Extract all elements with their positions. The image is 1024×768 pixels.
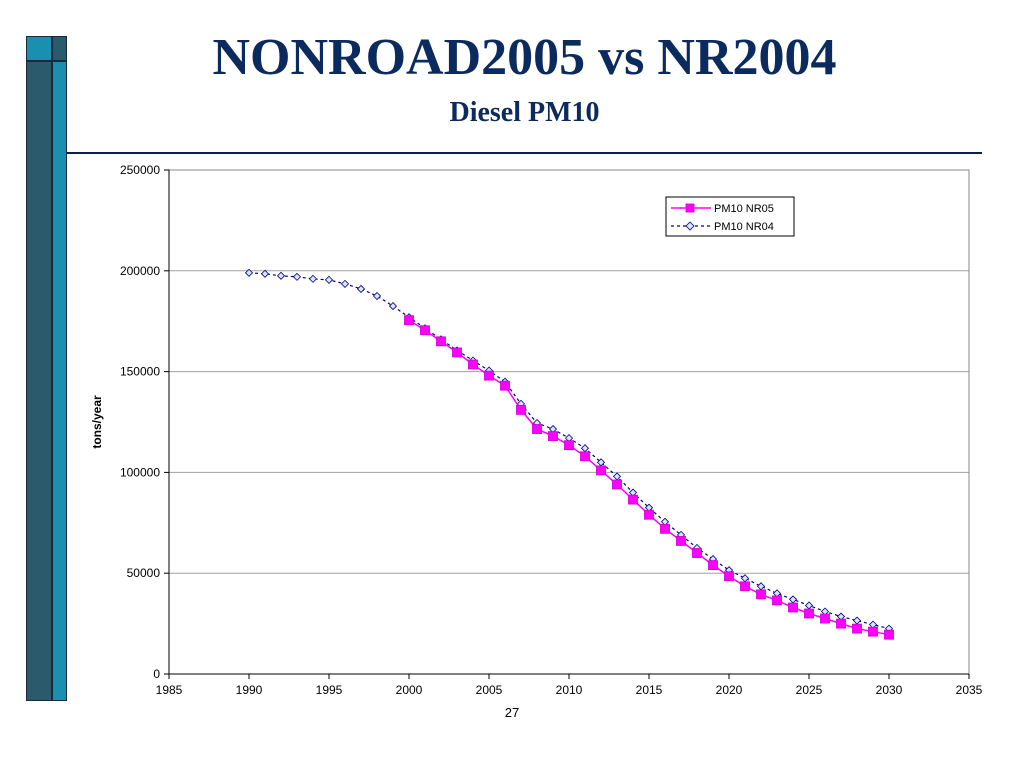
- data-point-nr04: [788, 595, 798, 604]
- title-divider: [67, 152, 982, 154]
- x-tick-label: 1985: [156, 683, 183, 697]
- x-tick-label: 2020: [716, 683, 743, 697]
- data-point-nr05: [404, 315, 414, 326]
- y-axis-label: tons/year: [90, 395, 104, 449]
- y-tick-label: 250000: [120, 163, 160, 177]
- legend-box: [665, 196, 795, 237]
- data-point-nr05: [724, 571, 734, 582]
- slide-title: NONROAD2005 vs NR2004: [212, 29, 837, 86]
- data-point-nr05: [868, 626, 878, 637]
- data-point-nr04: [804, 601, 814, 610]
- data-point-nr04: [740, 574, 750, 583]
- data-point-nr05: [692, 548, 702, 558]
- data-point-nr04: [276, 271, 286, 280]
- data-point-nr05: [420, 325, 430, 336]
- sidebar-accent-block-top-right: [52, 36, 67, 61]
- data-point-nr05: [708, 560, 718, 571]
- data-point-nr04: [308, 274, 318, 283]
- data-point-nr05: [820, 613, 830, 624]
- legend-marker-nr04: [685, 221, 695, 231]
- data-point-nr05: [436, 336, 446, 347]
- data-point-nr04: [388, 302, 398, 311]
- data-point-nr05: [804, 608, 814, 619]
- data-point-nr04: [292, 272, 302, 281]
- x-tick-label: 2000: [396, 683, 423, 697]
- plot-area-frame: [168, 169, 970, 675]
- sidebar-bar-dark: [26, 61, 52, 701]
- data-point-nr05: [580, 451, 590, 462]
- x-tick-label: 2005: [476, 683, 503, 697]
- series-line-nr05: [408, 319, 890, 636]
- data-point-nr05: [852, 623, 862, 634]
- chart-gridlines: [169, 270, 969, 574]
- y-tick-label: 50000: [127, 566, 161, 580]
- data-point-nr04: [324, 275, 334, 284]
- data-point-nr05: [660, 523, 670, 534]
- data-point-nr04: [580, 444, 590, 453]
- x-tick-label: 1990: [236, 683, 263, 697]
- data-point-nr05: [836, 618, 846, 629]
- page-number: 27: [504, 705, 520, 720]
- data-point-nr05: [452, 347, 462, 358]
- data-point-nr05: [628, 494, 638, 505]
- sidebar-bar-light: [52, 61, 67, 701]
- chart-legend: PM10 NR05 PM10 NR04: [665, 196, 795, 237]
- data-point-nr05: [468, 359, 478, 370]
- data-point-nr05: [676, 536, 686, 546]
- series-line-nr04: [248, 272, 890, 630]
- data-point-nr04: [244, 268, 254, 277]
- data-point-nr04: [756, 582, 766, 591]
- data-point-nr05: [644, 509, 654, 520]
- data-point-nr05: [884, 629, 894, 640]
- x-tick-label: 2035: [956, 683, 983, 697]
- data-point-nr04: [852, 616, 862, 625]
- x-tick-label: 2025: [796, 683, 823, 697]
- legend-marker-nr05: [685, 203, 695, 213]
- data-point-nr05: [564, 440, 574, 451]
- x-tick-label: 2010: [556, 683, 583, 697]
- sidebar-accent-block-top-left: [26, 36, 52, 61]
- y-tick-label: 0: [153, 667, 160, 681]
- y-tick-label: 150000: [120, 365, 160, 379]
- data-point-nr05: [596, 465, 606, 476]
- x-tick-label: 2015: [636, 683, 663, 697]
- data-point-nr04: [340, 279, 350, 288]
- legend-label-nr05: PM10 NR05: [714, 203, 774, 215]
- data-point-nr05: [788, 602, 798, 613]
- data-point-nr05: [772, 595, 782, 606]
- data-point-nr04: [260, 269, 270, 278]
- data-point-nr05: [548, 431, 558, 442]
- x-tick-label: 2030: [876, 683, 903, 697]
- chart-axes: 0 50000 100000 150000 200000 250000 1985 1990 19…: [120, 163, 983, 697]
- y-tick-label: 100000: [120, 465, 160, 479]
- data-point-nr05: [740, 581, 750, 592]
- chart-series: [244, 268, 894, 640]
- data-point-nr05: [500, 380, 510, 391]
- y-tick-label: 200000: [120, 264, 160, 278]
- data-point-nr05: [612, 479, 622, 490]
- legend-label-nr04: PM10 NR04: [714, 221, 774, 233]
- data-point-nr05: [756, 589, 766, 600]
- data-point-nr05: [484, 370, 494, 381]
- data-point-nr04: [356, 284, 366, 294]
- data-point-nr04: [372, 291, 382, 301]
- data-point-nr05: [532, 424, 542, 434]
- x-tick-label: 1995: [316, 683, 343, 697]
- slide-subtitle: Diesel PM10: [449, 97, 600, 128]
- data-point-nr05: [516, 405, 526, 415]
